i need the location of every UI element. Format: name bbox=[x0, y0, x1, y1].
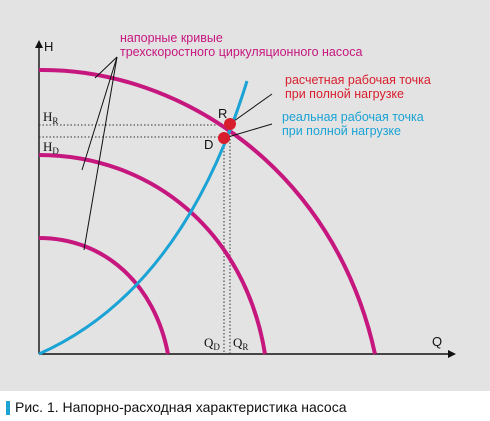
actual-point-label: D bbox=[204, 137, 213, 152]
design-point-marker bbox=[224, 118, 236, 130]
design-point-leader bbox=[233, 93, 273, 122]
figure-panel: H Q R D HR HD QD QR напорные кривые трех… bbox=[0, 0, 490, 391]
design-point-label: R bbox=[218, 106, 227, 121]
curves-annotation-line-2: трехскоростного циркуляционного насоса bbox=[120, 45, 362, 59]
curves-leader-1 bbox=[94, 56, 118, 79]
design-point-annotation-line-2: при полной нагрузке bbox=[285, 87, 404, 101]
curves-leader-3 bbox=[83, 56, 118, 251]
actual-point-leader bbox=[227, 123, 273, 138]
caption-accent-bar bbox=[6, 401, 10, 415]
actual-point-marker bbox=[218, 132, 230, 144]
curves-leader-2 bbox=[81, 56, 118, 171]
curves-annotation-line-1: напорные кривые bbox=[120, 31, 223, 45]
pump-characteristic-diagram: H Q R D HR HD QD QR напорные кривые трех… bbox=[35, 31, 456, 358]
q-axis-label: Q bbox=[432, 334, 442, 349]
actual-point-annotation-line-2: при полной нагрузке bbox=[282, 124, 401, 138]
pump-curve-low-speed bbox=[38, 236, 170, 355]
hd-label: HD bbox=[43, 139, 59, 156]
pump-curve-medium-speed bbox=[38, 153, 267, 355]
hr-label: HR bbox=[43, 109, 58, 126]
qd-label: QD bbox=[204, 335, 220, 352]
figure-caption: Рис. 1. Напорно-расходная характеристика… bbox=[15, 399, 347, 415]
actual-point-annotation-line-1: реальная рабочая точка bbox=[282, 110, 424, 124]
h-axis-label: H bbox=[44, 39, 53, 54]
qr-label: QR bbox=[233, 335, 248, 352]
design-point-annotation-line-1: расчетная рабочая точка bbox=[285, 73, 431, 87]
